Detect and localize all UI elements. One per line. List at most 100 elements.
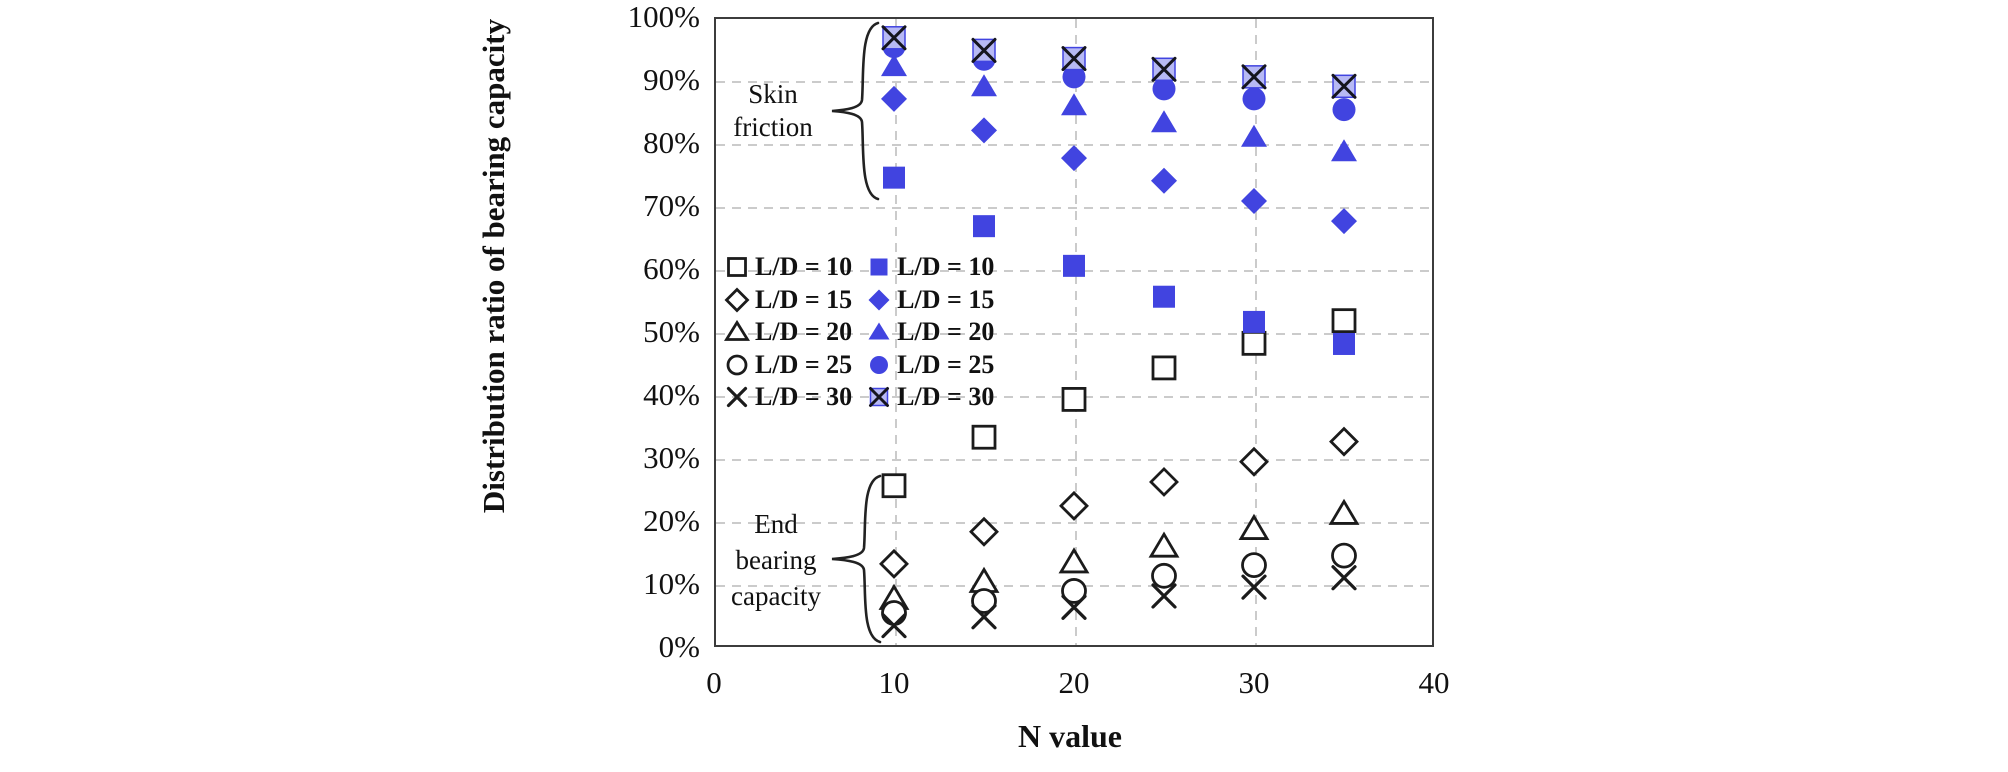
point-end-bearing-capacity-L/D=10 [881,473,907,499]
point-skin-friction-L/D=10 [1063,254,1085,277]
point-end-bearing-capacity-L/D=30 [1151,583,1177,609]
legend-label: L/D = 10 [897,252,995,281]
point-end-bearing-capacity-L/D=15 [1239,446,1269,477]
x-tick-label: 30 [1238,665,1270,700]
x-axis-title: N value [1018,718,1122,754]
legend-label: L/D = 30 [897,382,995,411]
gridline-horizontal [716,522,1432,524]
annotation-end-bearing: End bearing capacity [731,509,821,611]
point-end-bearing-capacity-L/D=25 [971,588,997,614]
legend-label: L/D = 15 [755,285,853,314]
point-end-bearing-capacity-L/D=10 [1331,308,1357,334]
legend-item-open-L/D=25: L/D = 25 [724,350,852,380]
point-end-bearing-capacity-L/D=10 [971,424,997,450]
legend-item-filled-L/D=20: L/D = 20 [866,317,994,347]
x-tick-label: 10 [878,665,910,700]
point-skin-friction-L/D=20 [1061,93,1087,116]
legend-row: L/D = 25 L/D = 25 [724,349,994,381]
point-end-bearing-capacity-L/D=10 [1151,355,1177,381]
annotation-skin-friction: Skin friction [733,79,813,142]
y-tick-label: 60% [643,251,700,286]
point-skin-friction-L/D=25 [1242,87,1266,111]
legend-item-filled-L/D=30: L/D = 30 [866,382,994,412]
legend-item-filled-L/D=25: L/D = 25 [866,350,994,380]
legend-item-open-L/D=15: L/D = 15 [724,285,852,315]
point-end-bearing-capacity-L/D=15 [879,548,909,579]
square-marker-icon [870,258,888,276]
point-end-bearing-capacity-L/D=20 [1148,531,1180,558]
point-end-bearing-capacity-L/D=15 [1149,466,1179,497]
point-skin-friction-L/D=10 [973,215,995,238]
y-tick-label: 40% [643,377,700,412]
legend-item-filled-L/D=15: L/D = 15 [866,285,994,315]
y-tick-label: 20% [643,503,700,538]
y-tick-label: 0% [658,629,700,664]
diamond-open-marker-icon [724,287,750,313]
point-skin-friction-L/D=10 [1153,285,1175,308]
circle-open-marker-icon [726,354,748,376]
y-tick-label: 80% [643,125,700,160]
diamond-marker-icon [868,289,890,311]
legend-label: L/D = 20 [755,317,853,346]
y-tick-label: 30% [643,440,700,475]
point-skin-friction-L/D=25 [1062,65,1086,89]
y-axis-title: Distribution ratio of bearing capacity [476,18,511,514]
circle-marker-icon [870,356,889,374]
point-end-bearing-capacity-L/D=10 [1061,387,1087,412]
gridline-horizontal [716,144,1432,146]
brace-end-bearing-icon [831,474,882,644]
plot-area [714,17,1434,647]
point-skin-friction-L/D=15 [1151,167,1177,194]
point-skin-friction-L/D=20 [881,54,907,77]
point-end-bearing-capacity-L/D=20 [1058,547,1090,574]
point-end-bearing-capacity-L/D=30 [1241,574,1267,600]
legend-item-open-L/D=10: L/D = 10 [724,252,852,282]
legend-item-open-L/D=30: L/D = 30 [724,382,852,412]
y-tick-label: 70% [643,188,700,223]
gridline-vertical [895,19,897,645]
point-end-bearing-capacity-L/D=30 [1331,565,1357,591]
point-skin-friction-L/D=20 [1241,124,1267,147]
point-end-bearing-capacity-L/D=25 [1331,542,1357,569]
xsquare-marker-icon [869,387,890,407]
point-skin-friction-L/D=20 [1331,139,1357,162]
point-skin-friction-L/D=15 [971,117,997,144]
point-end-bearing-capacity-L/D=30 [881,612,907,639]
point-skin-friction-L/D=10 [1243,310,1265,333]
legend-row: L/D = 30 L/D = 30 [724,381,994,413]
data-points-layer [878,25,1360,639]
triangle-open-marker-icon [724,319,750,341]
point-end-bearing-capacity-L/D=25 [1061,578,1087,604]
point-skin-friction-L/D=15 [881,85,907,112]
y-tick-label: 90% [643,62,700,97]
point-end-bearing-capacity-L/D=25 [1151,562,1177,589]
point-skin-friction-L/D=15 [1061,145,1087,172]
point-skin-friction-L/D=10 [1333,332,1355,355]
gridline-horizontal [716,207,1432,209]
point-skin-friction-L/D=10 [883,166,905,189]
y-tick-label: 100% [627,0,700,34]
x-tick-label: 0 [706,665,722,700]
point-skin-friction-L/D=25 [1152,77,1176,101]
point-end-bearing-capacity-L/D=30 [1061,594,1087,620]
legend-label: L/D = 30 [755,382,853,411]
point-end-bearing-capacity-L/D=10 [1241,330,1267,356]
point-end-bearing-capacity-L/D=20 [1238,513,1270,540]
x-open-marker-icon [726,386,748,408]
legend-item-open-L/D=20: L/D = 20 [724,317,852,347]
point-end-bearing-capacity-L/D=15 [969,516,999,547]
legend-label: L/D = 10 [755,252,853,281]
legend-label: L/D = 25 [755,350,853,379]
legend-row: L/D = 20 L/D = 20 [724,316,994,348]
point-end-bearing-capacity-L/D=15 [1059,490,1089,521]
gridline-vertical [1075,19,1077,645]
point-end-bearing-capacity-L/D=25 [1241,552,1267,578]
point-end-bearing-capacity-L/D=30 [971,604,997,630]
legend-label: L/D = 25 [897,350,995,379]
legend-label: L/D = 20 [897,317,995,346]
point-skin-friction-L/D=20 [1151,110,1177,133]
point-skin-friction-L/D=15 [1241,187,1267,214]
brace-skin-friction-icon [831,21,880,201]
y-tick-label: 50% [643,314,700,349]
